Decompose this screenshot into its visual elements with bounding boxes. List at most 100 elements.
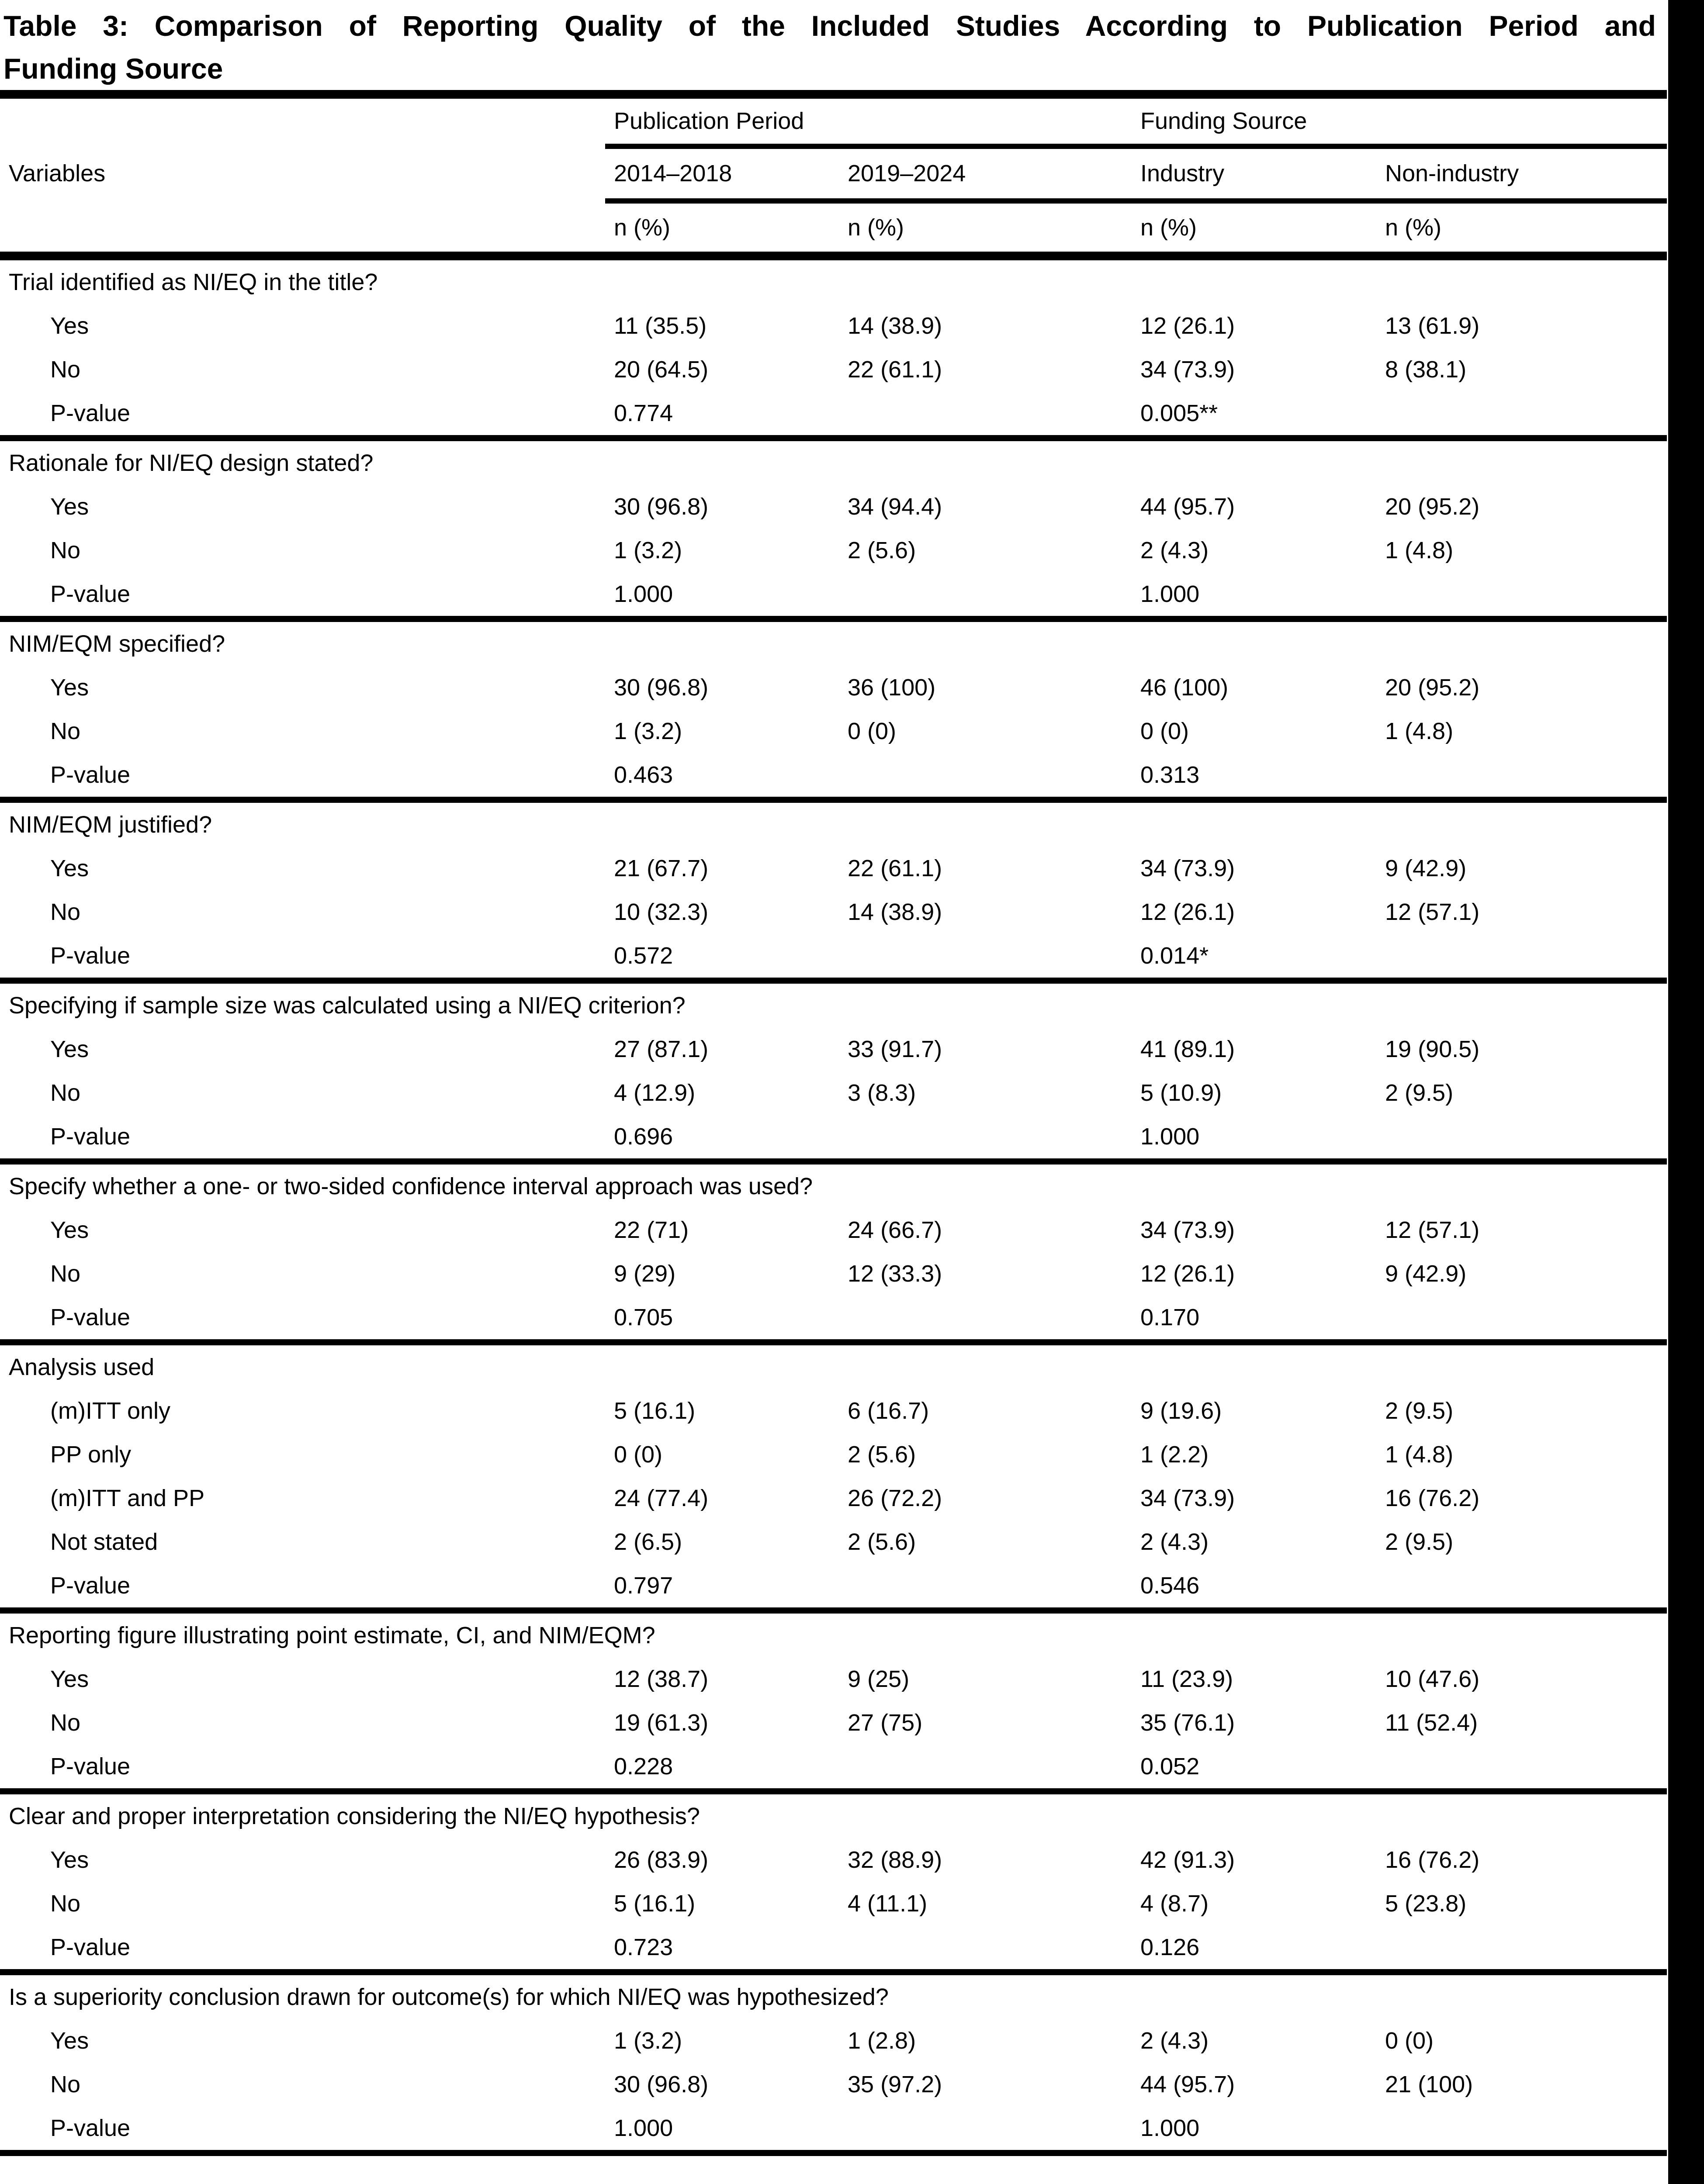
section-header: Specifying if sample size was calculated… (9, 992, 686, 1019)
row-label: P-value (50, 1572, 131, 1599)
table-row: P-value 0.228 0.052 (0, 1745, 1667, 1788)
section-rule (0, 978, 1667, 984)
table-row: Not stated 2 (6.5) 2 (5.6) 2 (4.3) 2 (9.5) (0, 1520, 1667, 1564)
cell: 0.696 (614, 1123, 673, 1150)
cell: 11 (23.9) (1140, 1666, 1233, 1692)
cell: 34 (73.9) (1140, 1485, 1235, 1511)
table-row: P-value 0.774 0.005** (0, 391, 1667, 435)
table-row: No 1 (3.2) 0 (0) 0 (0) 1 (4.8) (0, 709, 1667, 753)
row-label: P-value (50, 1123, 131, 1150)
cell: 0.797 (614, 1572, 673, 1599)
cell: 0.313 (1140, 762, 1200, 788)
cell: 11 (52.4) (1385, 1710, 1478, 1736)
cell: 0.228 (614, 1753, 673, 1780)
row-label: P-value (50, 762, 131, 788)
table-row: No 4 (12.9) 3 (8.3) 5 (10.9) 2 (9.5) (0, 1071, 1667, 1115)
cell (1385, 572, 1667, 616)
row-label: No (50, 2071, 81, 2098)
table-footnotes: Abbreviations: CI, confidence interval; … (0, 2156, 1664, 2184)
table-row: No 20 (64.5) 22 (61.1) 34 (73.9) 8 (38.1) (0, 348, 1667, 391)
cell (848, 572, 1140, 616)
cell: 34 (73.9) (1140, 855, 1235, 881)
cell (1385, 934, 1667, 978)
cell: 1.000 (1140, 1123, 1200, 1150)
cell: 2 (9.5) (1385, 1080, 1454, 1106)
cell: 14 (38.9) (848, 313, 942, 339)
table-row: No 10 (32.3) 14 (38.9) 12 (26.1) 12 (57.1) (0, 890, 1667, 934)
cell: 24 (66.7) (848, 1217, 942, 1243)
cell: 9 (29) (614, 1261, 676, 1287)
table-row: P-value 0.797 0.546 (0, 1564, 1667, 1607)
unit-header: n (%) (614, 214, 671, 241)
row-label: No (50, 1890, 81, 1917)
row-label: P-value (50, 400, 131, 426)
cell: 5 (23.8) (1385, 1890, 1467, 1917)
variables-header: Variables (9, 160, 106, 187)
unit-header: n (%) (848, 214, 904, 241)
column-header-industry: Industry (1140, 160, 1225, 187)
cell: 16 (76.2) (1385, 1485, 1480, 1511)
row-label: Yes (50, 1217, 89, 1243)
table-row: (m)ITT only 5 (16.1) 6 (16.7) 9 (19.6) 2 (9.… (0, 1389, 1667, 1433)
section-header: Trial identified as NI/EQ in the title? (9, 269, 378, 295)
cell: 21 (67.7) (614, 855, 709, 881)
cell: 0.005** (1140, 400, 1218, 426)
cell: 19 (61.3) (614, 1710, 709, 1736)
cell: 0.052 (1140, 1753, 1200, 1780)
row-label: P-value (50, 2115, 131, 2141)
cell: 4 (12.9) (614, 1080, 696, 1106)
table-row: No 9 (29) 12 (33.3) 12 (26.1) 9 (42.9) (0, 1252, 1667, 1296)
cell: 19 (90.5) (1385, 1036, 1480, 1062)
table-row: P-value 0.723 0.126 (0, 1925, 1667, 1969)
row-label: P-value (50, 581, 131, 607)
row-label: Yes (50, 855, 89, 881)
cell: 5 (16.1) (614, 1398, 696, 1424)
cell: 22 (71) (614, 1217, 689, 1243)
cell: 9 (42.9) (1385, 1261, 1467, 1287)
column-header-2014-2018: 2014–2018 (614, 160, 732, 187)
row-label: No (50, 537, 81, 563)
cell: 20 (64.5) (614, 356, 709, 383)
cell: 1 (3.2) (614, 537, 682, 563)
cell: 0 (0) (1385, 2028, 1434, 2054)
cell (1385, 2106, 1667, 2150)
header-columns-rule (605, 198, 1667, 204)
table-row: No 30 (96.8) 35 (97.2) 44 (95.7) 21 (100) (0, 2063, 1667, 2106)
section-header: Is a superiority conclusion drawn for ou… (9, 1984, 889, 2010)
section-rule (0, 2150, 1667, 2156)
cell: 1.000 (1140, 581, 1200, 607)
cell: 11 (35.5) (614, 313, 707, 339)
table-row: P-value 0.572 0.014* (0, 934, 1667, 978)
cell: 1 (3.2) (614, 718, 682, 744)
cell (848, 753, 1140, 797)
cell: 0.723 (614, 1934, 673, 1960)
table-row: Yes 11 (35.5) 14 (38.9) 12 (26.1) 13 (61.9) (0, 304, 1667, 348)
cell: 27 (87.1) (614, 1036, 709, 1062)
cell (848, 391, 1140, 435)
cell: 13 (61.9) (1385, 313, 1480, 339)
cell: 22 (61.1) (848, 855, 942, 881)
table-row: P-value 0.705 0.170 (0, 1296, 1667, 1339)
header-bottom-rule (0, 252, 1667, 260)
row-label: No (50, 1261, 81, 1287)
column-group-publication-period: Publication Period (614, 108, 804, 134)
cell: 4 (11.1) (848, 1890, 928, 1917)
column-header-non-industry: Non-industry (1385, 160, 1519, 187)
column-group-funding-source: Funding Source (1140, 108, 1307, 134)
table-row: No 19 (61.3) 27 (75) 35 (76.1) 11 (52.4) (0, 1701, 1667, 1745)
cell: 34 (73.9) (1140, 1217, 1235, 1243)
row-label: No (50, 1080, 81, 1106)
cell: 0.170 (1140, 1304, 1200, 1330)
section-rule (0, 1969, 1667, 1975)
cell: 12 (38.7) (614, 1666, 709, 1692)
cell: 21 (100) (1385, 2071, 1473, 2098)
cell: 27 (75) (848, 1710, 923, 1736)
cell: 22 (61.1) (848, 356, 942, 383)
cell: 35 (76.1) (1140, 1710, 1235, 1736)
row-label: P-value (50, 943, 131, 969)
table-title: Table 3: Comparison of Reporting Quality… (0, 0, 1659, 90)
table-row: Yes 30 (96.8) 36 (100) 46 (100) 20 (95.2) (0, 666, 1667, 709)
cell (1385, 1115, 1667, 1158)
cell: 2 (4.3) (1140, 537, 1209, 563)
cell: 8 (38.1) (1385, 356, 1467, 383)
